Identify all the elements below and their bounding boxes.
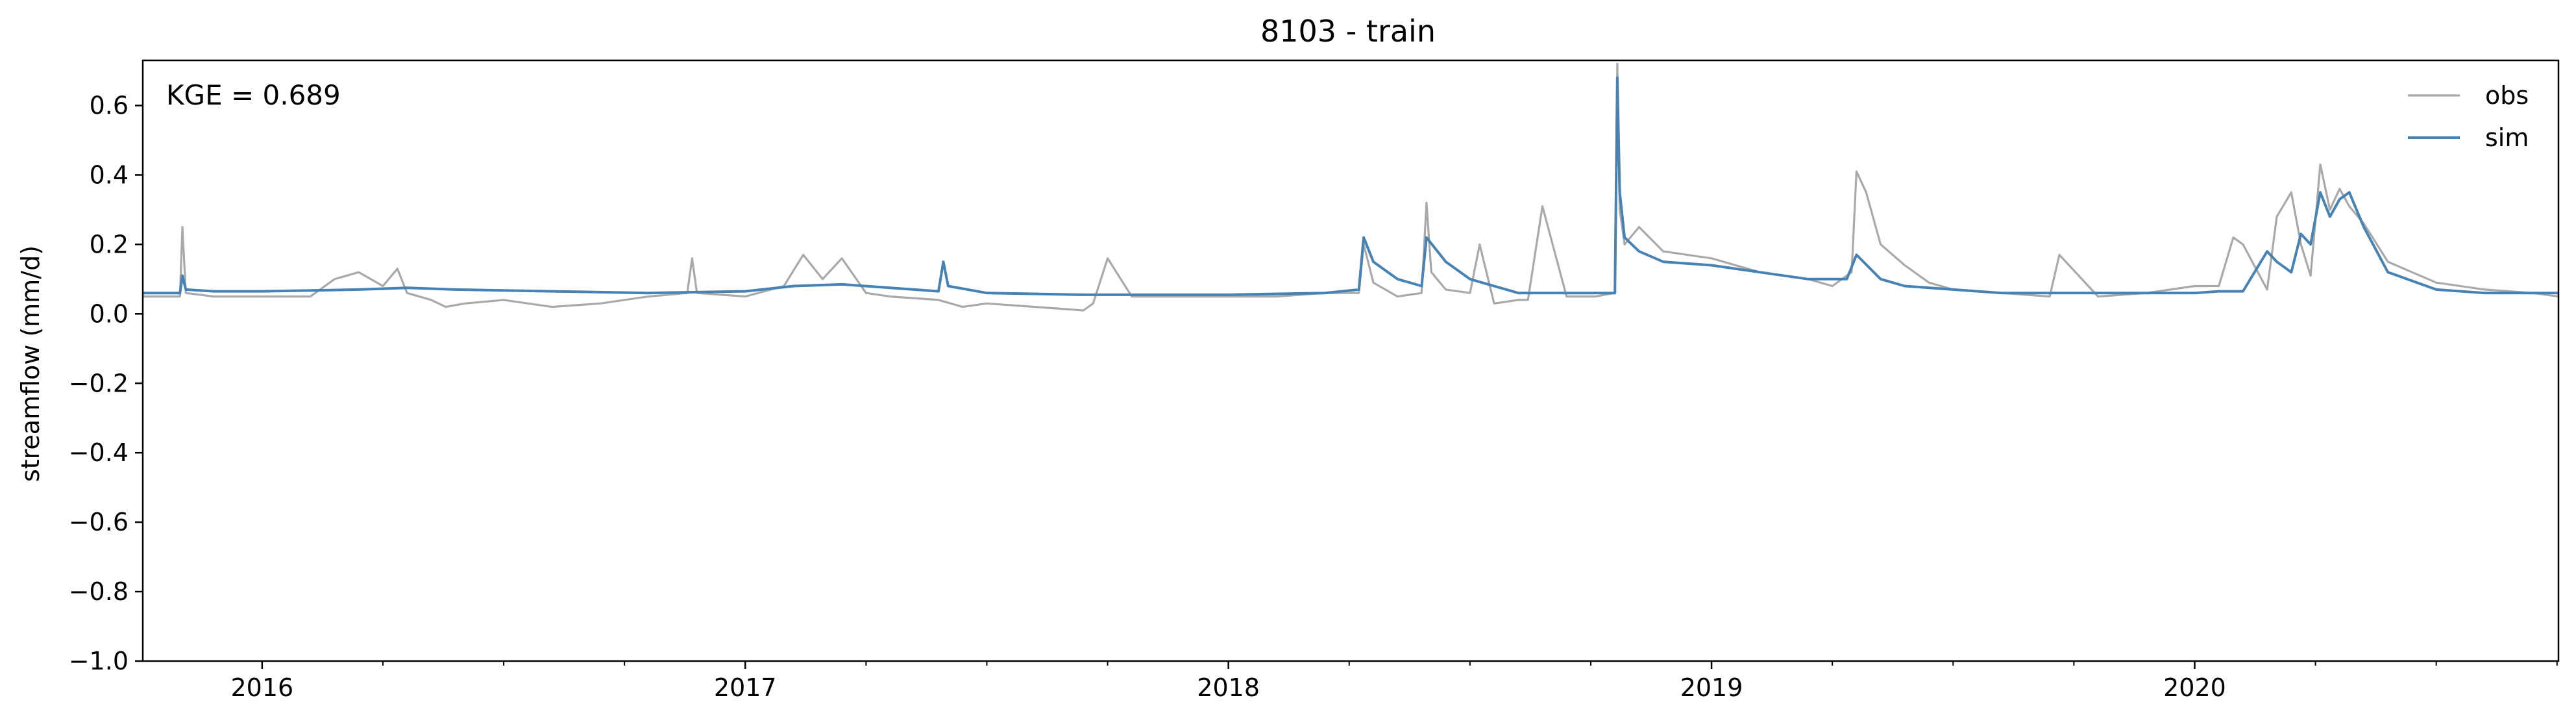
- y-tick-label: −0.8: [69, 577, 129, 606]
- axes-frame: [141, 59, 2560, 662]
- legend: obs sim: [2408, 81, 2529, 152]
- y-axis-label: streamflow (mm/d): [16, 245, 45, 482]
- y-tick-label: 0.2: [90, 230, 129, 258]
- legend-label-obs: obs: [2485, 81, 2529, 110]
- x-tick-label: 2018: [1197, 673, 1260, 702]
- y-tick-label: −0.2: [69, 369, 129, 397]
- y-tick-label: 0.4: [90, 160, 129, 189]
- chart-title: 8103 - train: [1260, 14, 1436, 49]
- x-tick-label: 2020: [2163, 673, 2226, 702]
- x-tick-label: 2017: [714, 673, 777, 702]
- y-ticks: −1.0 −0.8 −0.6 −0.4 −0.2 0.0 0.2 0.4 0.6: [69, 92, 143, 675]
- series-line-sim: [143, 76, 2558, 296]
- series-line-obs: [143, 62, 2559, 312]
- plot-area: [143, 62, 2559, 312]
- y-tick-label: −1.0: [69, 647, 129, 675]
- x-tick-label: 2019: [1680, 673, 1743, 702]
- x-tick-label: 2016: [231, 673, 294, 702]
- kge-annotation: KGE = 0.689: [166, 79, 341, 111]
- y-tick-label: −0.4: [69, 438, 129, 467]
- legend-label-sim: sim: [2485, 123, 2529, 152]
- y-tick-label: 0.6: [90, 92, 129, 120]
- x-ticks: 2016 2017 2018 2019 2020: [231, 661, 2558, 702]
- y-tick-label: 0.0: [90, 299, 129, 328]
- y-tick-label: −0.6: [69, 508, 129, 536]
